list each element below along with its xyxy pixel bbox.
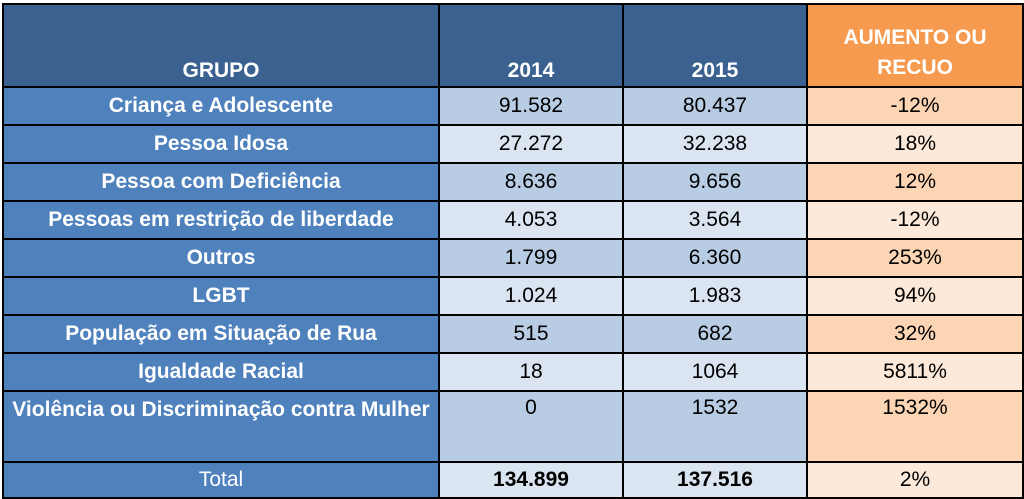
value-2014-cell: 4.053 [438, 200, 624, 240]
table-row: Violência ou Discriminação contra Mulher… [2, 390, 1024, 463]
value-2015-cell: 1064 [622, 352, 808, 392]
table-row: LGBT 1.024 1.983 94% [2, 276, 1024, 316]
value-2015-cell: 80.437 [622, 86, 808, 126]
value-2014-cell: 0 [438, 390, 624, 463]
header-group: GRUPO [2, 3, 440, 88]
value-2014-cell: 1.024 [438, 276, 624, 316]
value-2014-cell: 91.582 [438, 86, 624, 126]
change-cell: -12% [806, 86, 1024, 126]
value-2015-cell: 6.360 [622, 238, 808, 278]
change-cell: 32% [806, 314, 1024, 354]
value-2014-cell: 1.799 [438, 238, 624, 278]
change-cell: 94% [806, 276, 1024, 316]
data-table: GRUPO 2014 2015 AUMENTO OU RECUO Criança … [2, 3, 1024, 499]
group-cell: Pessoa Idosa [2, 124, 440, 164]
table-row: Criança e Adolescente 91.582 80.437 -12% [2, 86, 1024, 126]
value-2015-cell: 682 [622, 314, 808, 354]
total-2015-cell: 137.516 [622, 461, 808, 499]
group-cell: Criança e Adolescente [2, 86, 440, 126]
value-2014-cell: 27.272 [438, 124, 624, 164]
header-2014: 2014 [438, 3, 624, 88]
table-row: População em Situação de Rua 515 682 32% [2, 314, 1024, 354]
change-cell: -12% [806, 200, 1024, 240]
table-row: Igualdade Racial 18 1064 5811% [2, 352, 1024, 392]
group-cell: Outros [2, 238, 440, 278]
value-2014-cell: 8.636 [438, 162, 624, 202]
change-cell: 1532% [806, 390, 1024, 463]
header-row: GRUPO 2014 2015 AUMENTO OU RECUO [2, 3, 1024, 88]
group-cell: População em Situação de Rua [2, 314, 440, 354]
value-2015-cell: 1.983 [622, 276, 808, 316]
table-row: Pessoa com Deficiência 8.636 9.656 12% [2, 162, 1024, 202]
total-2014-cell: 134.899 [438, 461, 624, 499]
total-row: Total 134.899 137.516 2% [2, 461, 1024, 499]
group-cell: Violência ou Discriminação contra Mulher [2, 390, 440, 463]
table-row: Pessoa Idosa 27.272 32.238 18% [2, 124, 1024, 164]
change-cell: 5811% [806, 352, 1024, 392]
group-cell: LGBT [2, 276, 440, 316]
header-change-line1: AUMENTO OU [843, 26, 987, 49]
table-row: Outros 1.799 6.360 253% [2, 238, 1024, 278]
header-change: AUMENTO OU RECUO [806, 3, 1024, 88]
value-2014-cell: 18 [438, 352, 624, 392]
table-row: Pessoas em restrição de liberdade 4.053 … [2, 200, 1024, 240]
group-cell: Igualdade Racial [2, 352, 440, 392]
change-cell: 18% [806, 124, 1024, 164]
header-2015: 2015 [622, 3, 808, 88]
group-cell: Pessoas em restrição de liberdade [2, 200, 440, 240]
value-2015-cell: 32.238 [622, 124, 808, 164]
total-change-cell: 2% [806, 461, 1024, 499]
value-2015-cell: 9.656 [622, 162, 808, 202]
value-2015-cell: 3.564 [622, 200, 808, 240]
group-cell: Pessoa com Deficiência [2, 162, 440, 202]
value-2015-cell: 1532 [622, 390, 808, 463]
header-change-line2: RECUO [877, 56, 953, 79]
change-cell: 253% [806, 238, 1024, 278]
value-2014-cell: 515 [438, 314, 624, 354]
change-cell: 12% [806, 162, 1024, 202]
total-label: Total [2, 461, 440, 499]
